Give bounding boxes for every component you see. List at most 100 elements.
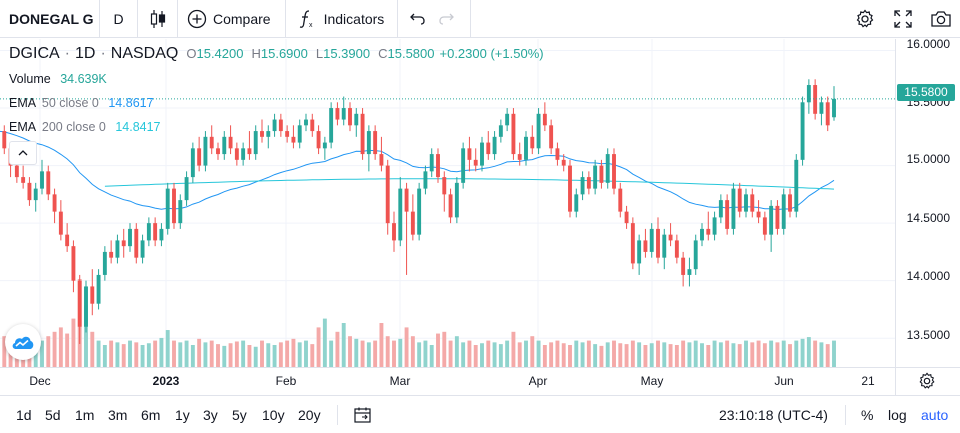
toolbar-divider (845, 405, 846, 425)
redo-icon[interactable] (438, 12, 455, 26)
snapshot-button[interactable] (922, 0, 960, 38)
interval-label: D (113, 10, 124, 27)
range-10y-button[interactable]: 10y (262, 407, 285, 423)
candle-body (222, 136, 227, 155)
volume-bar (410, 336, 415, 367)
log-scale-toggle[interactable]: log (888, 407, 907, 423)
indicators-button[interactable]: x Indicators (286, 0, 399, 38)
ema50-legend[interactable]: EMA 50 close 0 14.8617 (9, 96, 154, 110)
candle-body (574, 194, 579, 212)
legend-change: +0.2300 (+1.50%) (439, 46, 544, 61)
legend-high-value: 15.6900 (260, 46, 308, 61)
candle-body (819, 102, 824, 114)
time-label: Jun (774, 374, 794, 388)
candle-body (14, 165, 19, 178)
volume-bar (700, 343, 704, 367)
volume-bar (448, 340, 453, 367)
candle-body (134, 228, 139, 258)
candle-body (404, 188, 409, 212)
range-3m-button[interactable]: 3m (108, 407, 128, 423)
price-chart[interactable] (0, 39, 960, 367)
candle-body (417, 188, 422, 235)
candle-body (266, 131, 271, 137)
volume-bar (467, 340, 472, 367)
range-1d-button[interactable]: 1d (16, 407, 32, 423)
candle-body (278, 119, 283, 132)
indicator-name: EMA (9, 96, 36, 110)
goto-date-icon[interactable] (354, 407, 372, 423)
price-label: 15.0000 (906, 152, 950, 166)
range-5y-button[interactable]: 5y (232, 407, 247, 423)
volume-legend[interactable]: Volume 34.639K (9, 72, 107, 86)
candle-body (750, 194, 755, 212)
candle-body (637, 240, 642, 264)
fullscreen-button[interactable] (884, 0, 922, 38)
symbol-name: DONEGAL G (9, 10, 94, 27)
volume-bar (718, 342, 723, 367)
candle-body (348, 108, 352, 126)
volume-bar (310, 344, 315, 367)
logo-button[interactable] (5, 324, 41, 360)
candle-body (461, 148, 466, 183)
candle-body (580, 177, 585, 195)
range-5d-button[interactable]: 5d (45, 407, 61, 423)
volume-bar (140, 345, 145, 367)
volume-bar (555, 340, 560, 367)
range-1y-button[interactable]: 1y (175, 407, 190, 423)
candle-body (662, 234, 667, 258)
volume-bar (725, 340, 730, 367)
volume-bar (322, 318, 327, 367)
interval-button[interactable]: D (100, 0, 138, 38)
candle-body (216, 148, 220, 155)
clock-timezone[interactable]: 23:10:18 (UTC-4) (719, 407, 828, 423)
time-label: Dec (29, 374, 51, 388)
cloud-chart-logo-icon (12, 336, 34, 349)
candle-body (718, 200, 723, 218)
chart-type-button[interactable] (138, 0, 178, 38)
range-6m-button[interactable]: 6m (141, 407, 161, 423)
candle-body (272, 119, 277, 132)
volume-bar (762, 343, 767, 367)
candle-body (46, 171, 51, 195)
volume-bar (775, 342, 780, 367)
ema200-legend[interactable]: EMA 200 close 0 14.8417 (9, 120, 161, 134)
candle-body (454, 182, 459, 218)
candle-body (668, 234, 673, 241)
volume-bar (442, 331, 447, 367)
candle-body (392, 223, 396, 241)
undo-icon[interactable] (410, 12, 426, 26)
volume-bar (304, 340, 308, 367)
volume-bar (599, 345, 604, 367)
settings-button[interactable] (846, 0, 884, 38)
volume-bar (517, 342, 522, 367)
volume-bar (593, 344, 598, 367)
volume-bar (216, 344, 220, 367)
legend-open-value: 15.4200 (196, 46, 244, 61)
range-20y-button[interactable]: 20y (298, 407, 321, 423)
volume-bar (819, 342, 824, 367)
candle-body (473, 159, 478, 166)
indicator-name: Volume (9, 72, 51, 86)
volume-bar (260, 340, 264, 367)
candle-body (781, 194, 786, 229)
ema50-line (0, 130, 835, 211)
candle-body (530, 136, 535, 149)
time-axis[interactable]: Dec 2023 Feb Mar Apr May Jun 21 (0, 367, 960, 395)
collapse-legend-button[interactable] (9, 141, 37, 165)
candle-body (788, 194, 792, 212)
compare-button[interactable]: Compare (178, 0, 286, 38)
volume-bar (8, 345, 13, 367)
volume-bar (84, 305, 88, 367)
candle-body (146, 223, 151, 241)
symbol-search-button[interactable]: DONEGAL G (0, 0, 100, 38)
range-1m-button[interactable]: 1m (75, 407, 95, 423)
gear-icon (856, 9, 874, 28)
auto-scale-toggle[interactable]: auto (921, 407, 949, 423)
scale-settings-icon[interactable] (918, 372, 936, 390)
candle-body (329, 108, 334, 143)
volume-bar (536, 340, 541, 367)
percent-scale-toggle[interactable]: % (861, 407, 874, 423)
volume-bar (247, 345, 252, 367)
volume-bar (806, 337, 811, 367)
range-3y-button[interactable]: 3y (203, 407, 218, 423)
